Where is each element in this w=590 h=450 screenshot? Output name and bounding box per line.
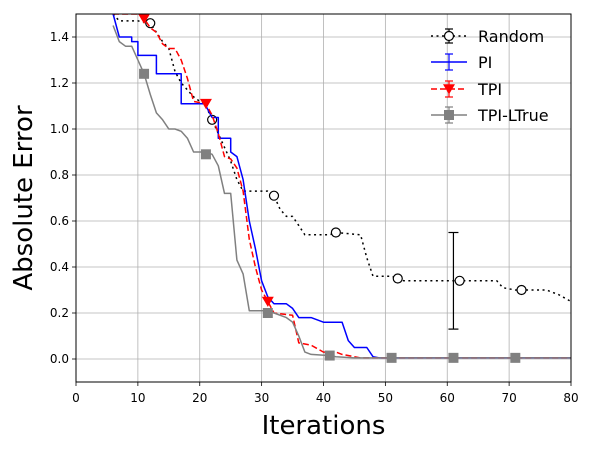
marker-random [392, 273, 403, 284]
legend: Random PI TPI TPI-LTrue [431, 27, 549, 125]
marker-tpi [199, 98, 212, 110]
x-tick-label: 80 [563, 391, 578, 405]
marker-tpi [138, 14, 150, 24]
y-tick-label: 0.2 [50, 306, 69, 320]
legend-item-pi: PI [431, 53, 492, 72]
marker-random [268, 190, 280, 201]
marker-tpi-ltrue [139, 68, 150, 79]
marker-tpi-ltrue [448, 352, 459, 363]
legend-label-tpi-ltrue: TPI-LTrue [477, 106, 549, 125]
x-tick-label: 70 [501, 391, 516, 405]
series-line-pi [112, 14, 571, 359]
legend-item-random: Random [431, 27, 544, 46]
y-tick-label: 1.0 [50, 122, 69, 136]
legend-item-tpi: TPI [431, 80, 502, 99]
marker-random [454, 275, 465, 286]
series-line-tpi [113, 14, 571, 359]
legend-marker-tpi-ltrue [444, 110, 454, 120]
y-axis-label: Absolute Error [9, 105, 39, 291]
marker-tpi [261, 296, 274, 307]
legend-label-tpi: TPI [477, 80, 502, 99]
marker-tpi-ltrue [510, 352, 521, 363]
marker-tpi-ltrue [262, 308, 273, 318]
grid [75, 14, 572, 382]
legend-item-tpi-ltrue: TPI-LTrue [431, 106, 549, 125]
marker-tpi-ltrue [324, 350, 335, 361]
series-line-random [112, 14, 571, 303]
y-tick-label: 0.4 [50, 260, 69, 274]
marker-random [330, 227, 341, 238]
marker-random [516, 284, 527, 296]
x-tick-label: 60 [440, 391, 455, 405]
legend-label-pi: PI [478, 53, 492, 72]
x-tick-label: 50 [378, 391, 393, 405]
y-tick-label: 0.6 [50, 214, 69, 228]
x-tick-label: 20 [192, 391, 207, 405]
ticks: 0 10 20 30 40 50 60 70 80 0.0 0.2 0.4 0.6 0.8 1.0 1.2 1.… [50, 30, 579, 405]
x-tick-label: 10 [130, 391, 145, 405]
x-tick-label: 0 [72, 391, 80, 405]
x-axis-label: Iterations [262, 411, 386, 441]
x-tick-label: 40 [316, 391, 331, 405]
x-tick-label: 30 [254, 391, 269, 405]
legend-marker-tpi [443, 84, 455, 95]
marker-tpi-ltrue [200, 149, 211, 160]
marker-tpi-ltrue [386, 352, 397, 363]
y-tick-label: 0.8 [50, 168, 69, 182]
series-layer [112, 14, 571, 363]
y-tick-label: 1.4 [50, 30, 69, 44]
y-tick-label: 1.2 [50, 76, 69, 90]
series-line-tpi-ltrue [112, 25, 571, 359]
legend-marker-random [443, 30, 455, 42]
legend-label-random: Random [478, 27, 544, 46]
y-tick-label: 0.0 [50, 352, 69, 366]
